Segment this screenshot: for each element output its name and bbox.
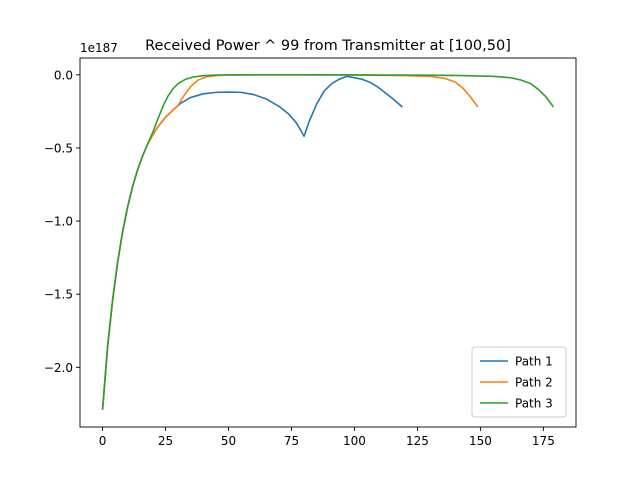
x-tick-label: 25	[158, 434, 173, 448]
x-tick-label: 0	[99, 434, 107, 448]
y-axis: 0.0 −0.5 −1.0 −1.5 −2.0	[44, 68, 80, 375]
plot-area	[101, 74, 555, 410]
legend-label: Path 3	[515, 397, 553, 411]
x-axis: 0 25 50 75 100 125 150 175	[99, 427, 555, 448]
x-tick-label: 125	[406, 434, 429, 448]
legend-label: Path 1	[515, 355, 553, 369]
y-offset-label: 1e187	[80, 41, 118, 55]
y-tick-label: −2.0	[44, 361, 73, 375]
x-tick-label: 50	[221, 434, 236, 448]
x-tick-label: 175	[532, 434, 555, 448]
legend-label: Path 2	[515, 376, 553, 390]
axes-frame	[79, 57, 577, 428]
y-tick-label: −1.0	[44, 215, 73, 229]
chart-title: Received Power ^ 99 from Transmitter at …	[145, 38, 511, 54]
x-tick-label: 75	[284, 434, 299, 448]
y-tick-label: −1.5	[44, 288, 73, 302]
legend-box	[471, 346, 567, 418]
axes	[79, 57, 577, 428]
legend: Path 1 Path 2 Path 3	[471, 346, 567, 418]
x-tick-label: 100	[343, 434, 366, 448]
series-line-path-3	[101, 74, 555, 410]
y-tick-label: 0.0	[54, 68, 73, 82]
y-tick-label: −0.5	[44, 141, 73, 155]
x-tick-label: 150	[469, 434, 492, 448]
